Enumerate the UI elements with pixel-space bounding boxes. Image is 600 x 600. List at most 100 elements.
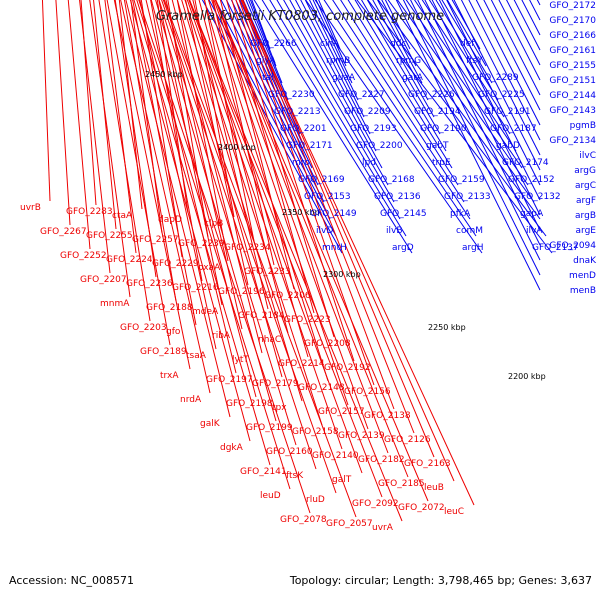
forward-gene-label: mro (292, 158, 310, 168)
reverse-gene-label: mdeA (192, 307, 219, 317)
reverse-gene-label: GFO_2188 (146, 303, 193, 313)
reverse-gene-callout-line (240, 0, 475, 506)
forward-gene-label: ftsY (466, 56, 483, 66)
forward-gene-callout-line (424, 0, 541, 231)
forward-gene-label: argB (575, 211, 596, 221)
reverse-gene-label: trxA (160, 371, 179, 381)
forward-gene-callout-line (410, 0, 541, 261)
forward-gene-label: GFO_2194 (414, 107, 461, 117)
reverse-gene-label: GFO_2283 (66, 207, 113, 217)
reverse-gene-callout-line (212, 0, 275, 266)
reverse-gene-label: GFO_2189 (140, 347, 187, 357)
forward-gene-label: GFO_2143 (549, 106, 596, 116)
kbp-tick-label: 2450 kbp (145, 70, 183, 79)
reverse-gene-callout-line (158, 0, 223, 306)
reverse-gene-label: ftsK (286, 471, 304, 481)
reverse-gene-callout-line (113, 0, 191, 370)
forward-gene-label: GFO_2145 (380, 209, 427, 219)
reverse-gene-label: GFO_2192 (324, 363, 371, 373)
reverse-gene-label: GFO_2197 (206, 375, 253, 385)
reverse-gene-label: galT (332, 475, 352, 485)
reverse-gene-callout-line (140, 0, 183, 258)
reverse-gene-label: GFO_2198 (226, 399, 273, 409)
forward-gene-label: mntH (322, 243, 347, 253)
forward-gene-label: GFO_2191 (484, 107, 531, 117)
reverse-gene-callout-line (185, 0, 249, 286)
reverse-gene-label: GFO_2179 (252, 379, 299, 389)
reverse-gene-label: GFO_2092 (352, 499, 399, 509)
reverse-gene-callout-line (188, 0, 363, 474)
reverse-gene-callout-line (139, 0, 217, 350)
reverse-gene-label: GFO_2207 (80, 275, 127, 285)
reverse-gene-callout-line (98, 0, 151, 322)
reverse-gene-label: nhaC (258, 335, 281, 345)
reverse-gene-label: ribA (212, 331, 231, 341)
reverse-gene-label: uvrB (20, 203, 41, 213)
reverse-gene-callout-line (145, 0, 237, 374)
reverse-gene-callout-line (176, 0, 229, 262)
forward-gene-label: guaA (332, 73, 356, 83)
forward-gene-label: GFO_2153 (304, 192, 351, 202)
reverse-gene-label: lytT (232, 355, 249, 365)
forward-gene-label: GFO_2230 (268, 90, 315, 100)
reverse-gene-label: GFO_2141 (240, 467, 287, 477)
reverse-gene-label: GFO_2234 (224, 243, 271, 253)
forward-gene-callout-line (283, 0, 389, 186)
reverse-gene-label: galK (200, 419, 221, 429)
forward-gene-label: trpE (432, 158, 451, 168)
forward-gene-label: GFO_2171 (286, 141, 333, 151)
reverse-gene-callout-line (241, 0, 455, 482)
reverse-gene-callout-line (215, 0, 409, 478)
forward-gene-label: gapA (520, 209, 544, 219)
kbp-tick-label: 2350 kbp (282, 208, 320, 217)
forward-gene-callout-line (340, 0, 459, 186)
reverse-gene-callout-line (162, 0, 337, 494)
reverse-gene-callout-line (235, 0, 355, 362)
reverse-gene-callout-line (192, 0, 269, 310)
map-title: Gramella forsetii KT0803, complete genom… (155, 9, 445, 24)
reverse-gene-callout-line (189, 0, 383, 498)
forward-gene-callout-line (396, 0, 529, 186)
forward-gene-callout-line (438, 0, 541, 201)
forward-gene-label: ilvB (386, 226, 403, 236)
reverse-gene-callout-line (198, 0, 289, 334)
reverse-gene-label: leuC (444, 507, 464, 517)
forward-gene-label: pgmB (570, 121, 596, 131)
reverse-gene-callout-line (125, 0, 231, 418)
forward-gene-label: GFO_2151 (549, 76, 596, 86)
forward-gene-label: lpd (362, 158, 376, 168)
forward-gene-callout-line (214, 0, 331, 220)
forward-gene-label: GFO_2159 (438, 175, 485, 185)
forward-gene-callout-line (269, 0, 401, 220)
reverse-gene-label: GFO_2267 (40, 227, 87, 237)
reverse-gene-callout-line (211, 0, 349, 406)
reverse-gene-callout-line (129, 0, 251, 442)
reverse-gene-callout-line (41, 0, 51, 202)
accession-text: Accession: NC_008571 (9, 574, 135, 587)
forward-gene-label: pfkA (450, 209, 471, 219)
reverse-gene-callout-line (114, 0, 157, 278)
reverse-gene-label: GFO_2257 (132, 235, 179, 245)
forward-gene-label: GFO_2134 (549, 136, 596, 146)
reverse-gene-callout-line (184, 0, 323, 426)
forward-gene-label: GFO_2161 (549, 46, 596, 56)
forward-gene-label: rpmB (326, 56, 350, 66)
forward-gene-label: gabD (496, 141, 520, 151)
forward-gene-label: GFO_2168 (368, 175, 415, 185)
reverse-gene-label: clpB (204, 219, 223, 229)
reverse-gene-callout-line (89, 0, 131, 298)
forward-gene-label: gabT (426, 141, 449, 151)
reverse-gene-label: leuB (424, 483, 444, 493)
reverse-gene-label: GFO_2255 (86, 231, 133, 241)
reverse-gene-label: GFO_2236 (126, 279, 173, 289)
reverse-gene-label: mnmA (100, 299, 130, 309)
reverse-gene-label: GFO_2157 (318, 407, 365, 417)
reverse-gene-label: leuD (260, 491, 281, 501)
reverse-gene-callout-line (120, 0, 211, 394)
forward-gene-label: GFO_2172 (549, 1, 596, 11)
reverse-gene-callout-line (214, 0, 429, 502)
reverse-gene-callout-line (231, 0, 335, 338)
forward-gene-callout-line (314, 0, 477, 237)
